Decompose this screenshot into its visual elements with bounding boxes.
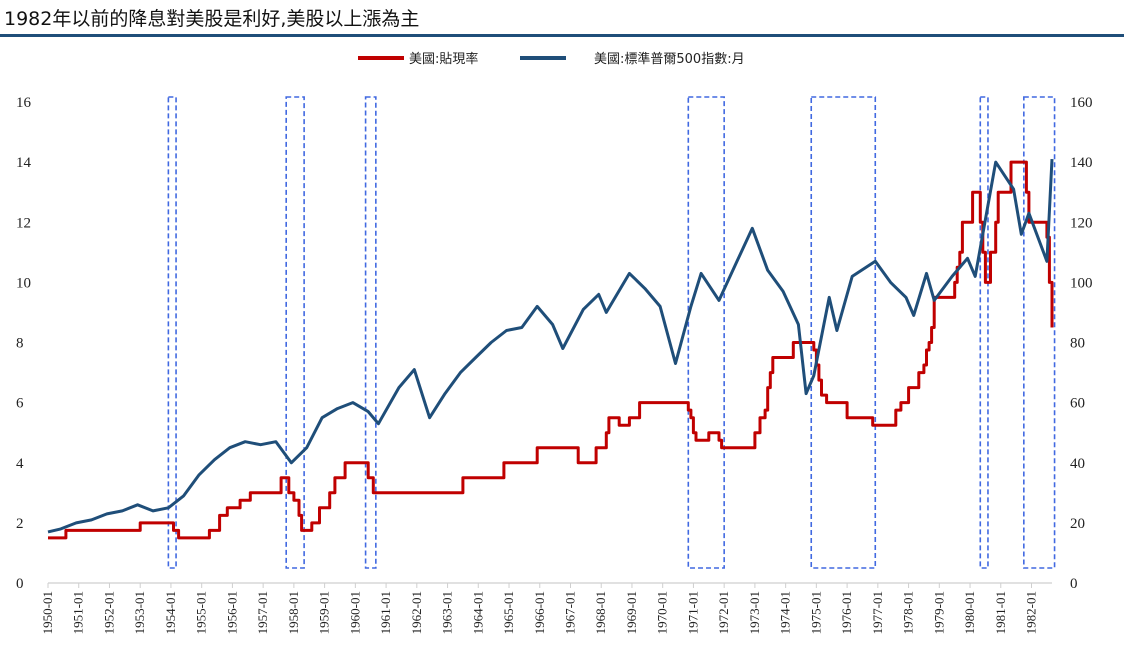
x-tick-label: 1957-01 — [255, 591, 270, 634]
highlight-window-3 — [364, 96, 377, 569]
x-tick-label: 1955-01 — [194, 591, 209, 634]
series-line-discount-rate — [48, 160, 1054, 540]
y-right-tick-label: 40 — [1070, 456, 1085, 472]
x-tick-label: 1956-01 — [224, 591, 239, 634]
x-tick-label: 1978-01 — [901, 591, 916, 634]
legend: 美國:貼現率 美國:標準普爾500指數:月 — [358, 51, 745, 67]
y-left-tick-label: 6 — [16, 396, 24, 412]
y-right-tick-label: 80 — [1070, 336, 1085, 352]
x-tick-label: 1962-01 — [409, 591, 424, 634]
y-left-tick-label: 12 — [16, 215, 31, 231]
x-tick-label: 1981-01 — [993, 591, 1008, 634]
y-right-tick-label: 0 — [1070, 576, 1078, 592]
highlight-window-4 — [687, 96, 725, 569]
x-tick-label: 1976-01 — [839, 591, 854, 634]
y-right-tick-label: 120 — [1070, 215, 1093, 231]
highlight-windows — [167, 96, 1056, 569]
highlight-window-6 — [979, 96, 989, 569]
axes: 02468101214160204060801001201401601950-0… — [16, 95, 1093, 634]
x-tick-label: 1966-01 — [532, 591, 547, 634]
y-right-tick-label: 20 — [1070, 516, 1085, 532]
x-tick-label: 1964-01 — [470, 591, 485, 634]
x-tick-label: 1953-01 — [132, 591, 147, 634]
y-left-tick-label: 2 — [16, 516, 24, 532]
chart-title: 1982年以前的降息對美股是利好,美股以上漲為主 — [4, 8, 420, 30]
highlight-window-1 — [167, 96, 177, 569]
x-tick-label: 1963-01 — [440, 591, 455, 634]
x-tick-label: 1972-01 — [716, 591, 731, 634]
x-tick-label: 1951-01 — [71, 591, 86, 634]
x-tick-label: 1982-01 — [1024, 591, 1039, 634]
highlight-window-2 — [285, 96, 305, 569]
x-tick-label: 1975-01 — [808, 591, 823, 634]
series-line-sp500 — [47, 159, 1054, 534]
y-right-tick-label: 140 — [1070, 155, 1093, 171]
x-tick-label: 1959-01 — [317, 591, 332, 634]
x-tick-label: 1973-01 — [747, 591, 762, 634]
x-tick-label: 1967-01 — [562, 591, 577, 634]
highlight-window-7 — [1023, 96, 1056, 569]
legend-label-sp500: 美國:標準普爾500指數:月 — [594, 51, 745, 67]
y-right-tick-label: 60 — [1070, 396, 1085, 412]
x-tick-label: 1971-01 — [685, 591, 700, 634]
highlight-window-5 — [810, 96, 877, 569]
y-left-tick-label: 16 — [16, 95, 32, 111]
y-left-tick-label: 8 — [16, 336, 24, 352]
x-tick-label: 1950-01 — [40, 591, 55, 634]
title-rule — [0, 34, 1124, 37]
y-right-tick-label: 100 — [1070, 275, 1093, 291]
series-lines — [47, 159, 1054, 540]
x-tick-label: 1952-01 — [101, 591, 116, 634]
x-tick-label: 1958-01 — [286, 591, 301, 634]
y-right-tick-label: 160 — [1070, 95, 1093, 111]
x-tick-label: 1980-01 — [962, 591, 977, 634]
y-left-tick-label: 4 — [16, 456, 24, 472]
y-left-tick-label: 14 — [16, 155, 32, 171]
y-left-tick-label: 0 — [16, 576, 24, 592]
x-tick-label: 1974-01 — [778, 591, 793, 634]
x-tick-label: 1960-01 — [347, 591, 362, 634]
x-tick-label: 1968-01 — [593, 591, 608, 634]
x-tick-label: 1979-01 — [931, 591, 946, 634]
x-tick-label: 1965-01 — [501, 591, 516, 634]
x-tick-label: 1970-01 — [655, 591, 670, 634]
x-tick-label: 1954-01 — [163, 591, 178, 634]
x-tick-label: 1977-01 — [870, 591, 885, 634]
legend-label-discount-rate: 美國:貼現率 — [409, 51, 478, 67]
x-tick-label: 1961-01 — [378, 591, 393, 634]
y-left-tick-label: 10 — [16, 275, 31, 291]
x-tick-label: 1969-01 — [624, 591, 639, 634]
